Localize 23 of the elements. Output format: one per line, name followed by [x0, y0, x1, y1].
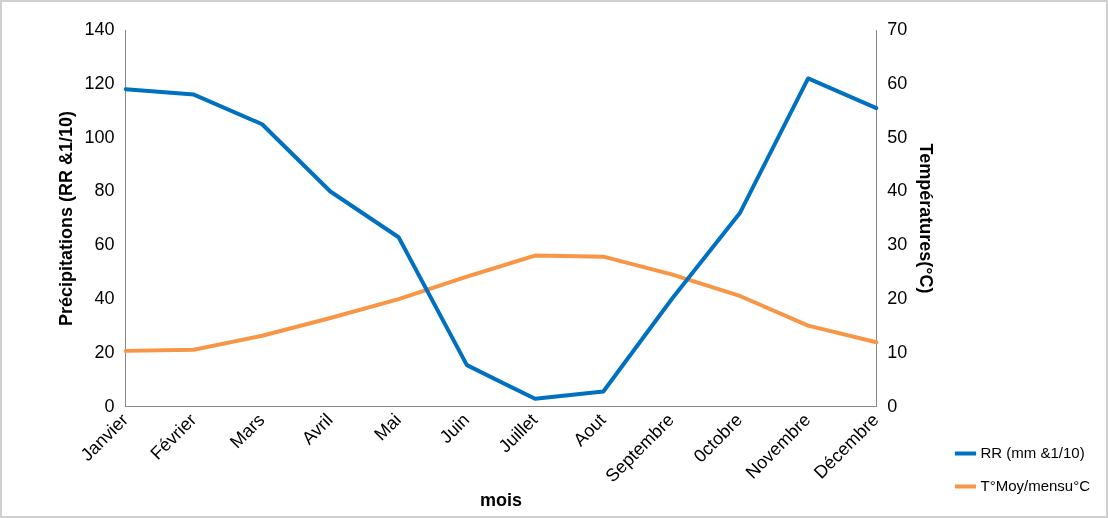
y2-tick-label: 40 [887, 180, 908, 201]
legend-label: T°Moy/mensu°C [980, 476, 1091, 494]
y-tick-label: 140 [84, 18, 115, 39]
y-tick-label: 20 [94, 342, 115, 362]
y-tick-label: 120 [84, 72, 115, 93]
y2-tick-label: 70 [887, 18, 908, 39]
y2-axis-title: Températures(°C) [916, 143, 937, 294]
y2-tick-label: 30 [887, 234, 908, 255]
y2-tick-label: 60 [887, 72, 908, 93]
y-tick-label: 100 [84, 126, 115, 147]
y2-tick-label: 0 [887, 395, 898, 416]
x-tick-label: Mai [370, 409, 405, 445]
y-tick-label: 60 [94, 234, 115, 255]
y-axis-title: Précipitations (RR &1/10) [55, 110, 76, 326]
y-tick-label: 80 [94, 180, 115, 201]
x-axis-title: mois [479, 490, 522, 511]
legend-label: RR (mm &1/10) [980, 443, 1085, 461]
x-tick-label: Juin [435, 409, 474, 448]
y-tick-label: 0 [104, 395, 115, 416]
y2-tick-label: 20 [887, 288, 908, 309]
y2-tick-label: 10 [887, 342, 908, 362]
y2-tick-label: 50 [887, 126, 908, 147]
y-tick-label: 40 [94, 288, 115, 309]
